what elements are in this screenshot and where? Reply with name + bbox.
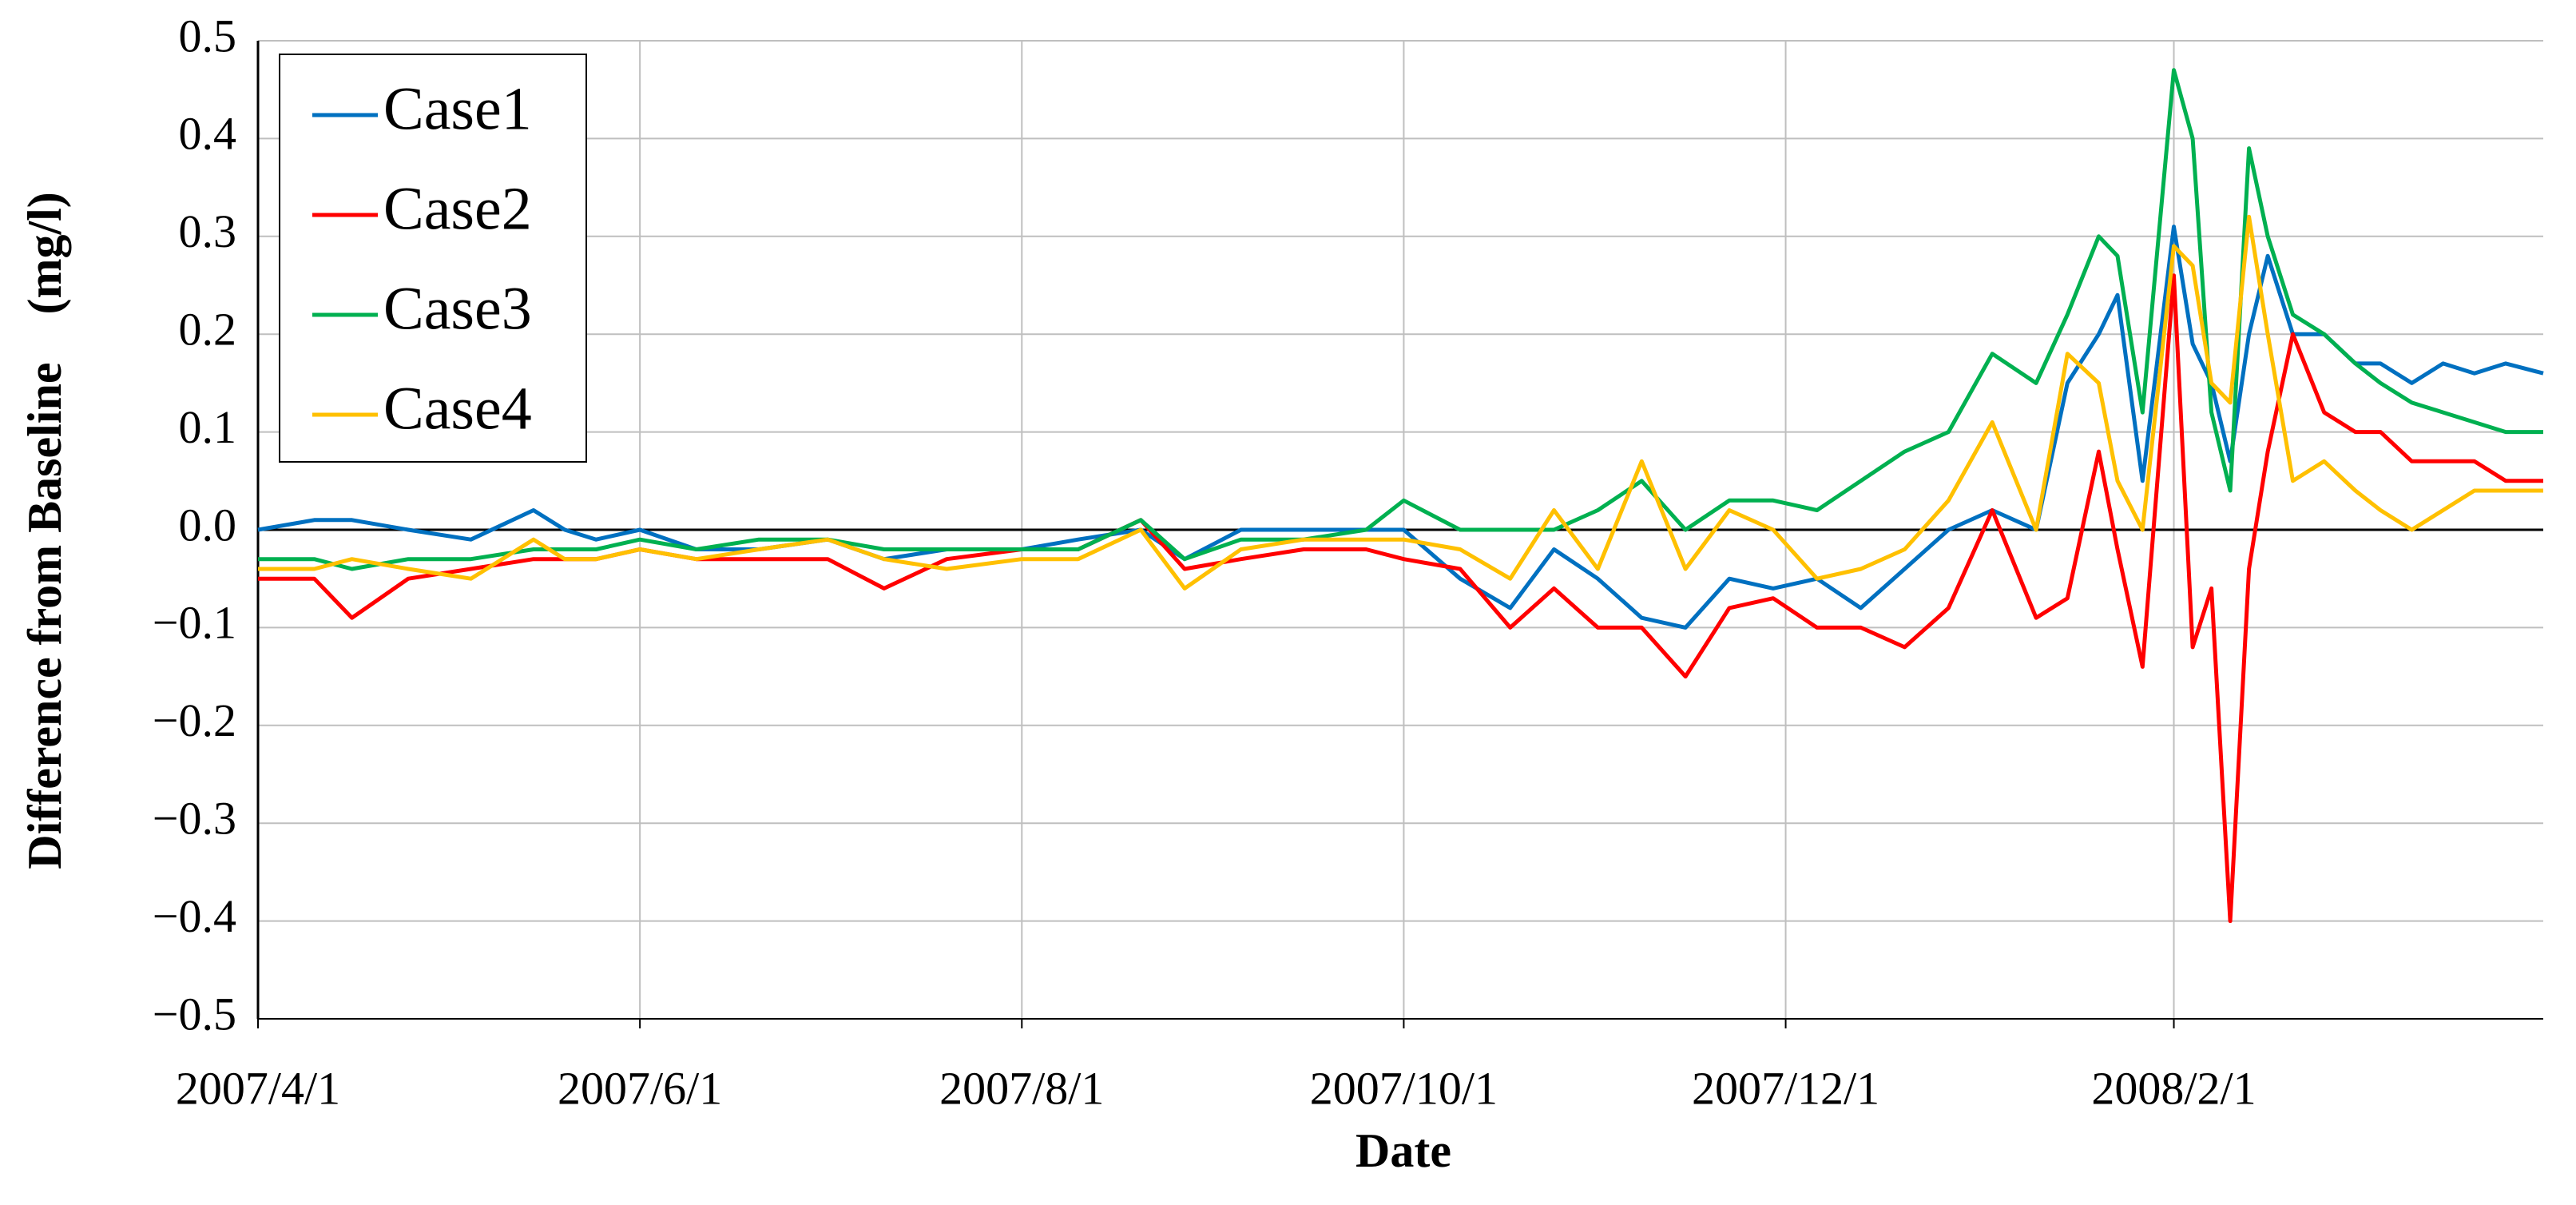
y-tick-label: −0.1 [153, 597, 236, 649]
y-tick-label: 0.4 [179, 108, 237, 160]
y-axis-title: Difference from Baseline (mg/l) [18, 192, 71, 869]
x-tick-label: 2007/12/1 [1692, 1062, 1879, 1114]
legend-label: Case3 [383, 275, 532, 342]
y-tick-label: 0.2 [179, 304, 237, 356]
x-tick-label: 2007/6/1 [558, 1062, 722, 1114]
series-line [258, 273, 2543, 924]
x-tick-label: 2007/4/1 [176, 1062, 340, 1114]
y-tick-label: 0.0 [179, 499, 237, 551]
y-tick-label: 0.5 [179, 10, 237, 62]
legend-label: Case1 [383, 75, 532, 142]
x-tick-label: 2007/8/1 [939, 1062, 1104, 1114]
x-axis-title: Date [1355, 1124, 1451, 1177]
series-line [258, 214, 2543, 591]
series-line [258, 68, 2543, 571]
series-line [257, 225, 2544, 630]
y-tick-label: 0.3 [179, 205, 237, 257]
x-tick-label: 2007/10/1 [1310, 1062, 1498, 1114]
y-tick-label: −0.5 [153, 988, 236, 1040]
x-tick-label: 2008/2/1 [2091, 1062, 2256, 1114]
y-tick-label: −0.3 [153, 793, 236, 845]
legend-label: Case2 [383, 175, 532, 242]
y-tick-label: −0.4 [153, 890, 236, 942]
y-tick-label: 0.1 [179, 401, 237, 453]
legend: Case1 Case2 Case3 Case4 [279, 54, 587, 463]
legend-box [279, 54, 587, 463]
y-tick-label: −0.2 [153, 694, 236, 746]
legend-label: Case4 [383, 375, 532, 442]
